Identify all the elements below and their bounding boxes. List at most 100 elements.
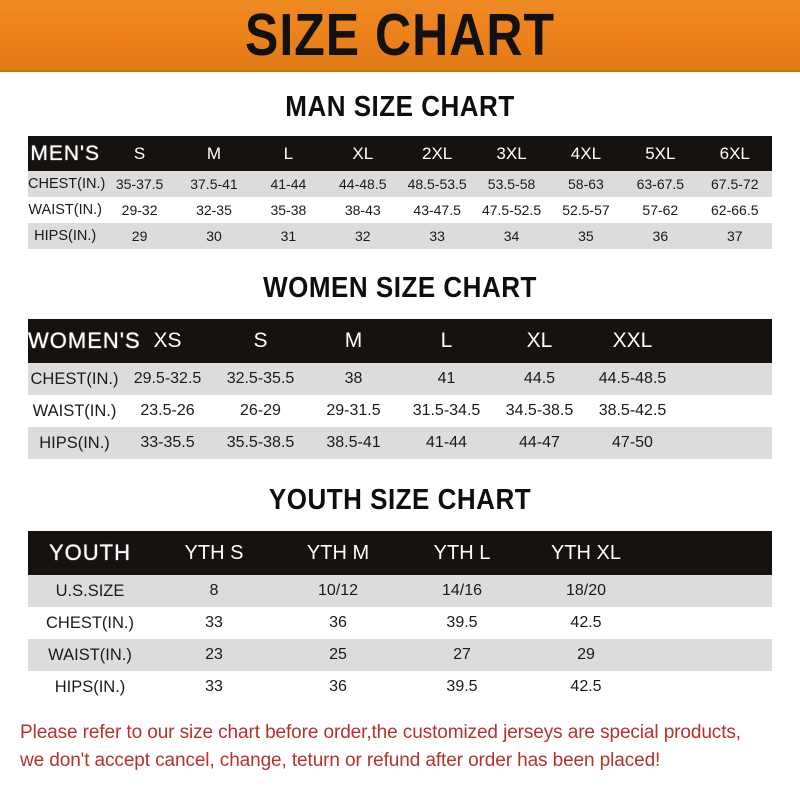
youth-chest-blank <box>648 607 772 639</box>
man-waist-5xl: 57-62 <box>642 202 679 218</box>
man-chest-6xl: 67.5-72 <box>711 176 759 192</box>
youth-hips-blank <box>648 671 772 703</box>
page-banner: SIZE CHART <box>0 0 800 72</box>
man-header-size-xl: XL <box>352 143 374 163</box>
youth-hips-xl: 42.5 <box>570 678 602 695</box>
footer-line-1: Please refer to our size chart before or… <box>20 722 741 743</box>
women-waist-l: 31.5-34.5 <box>412 402 481 419</box>
women-waist-xl: 34.5-38.5 <box>505 402 574 419</box>
man-header-label: MEN'S <box>30 141 101 165</box>
women-header-size-s: S <box>253 329 268 352</box>
youth-chart-wrap: YOUTH YTH S YTH M YTH L YTH XL U.S.SIZE … <box>28 531 772 703</box>
women-hips-l: 41-44 <box>426 434 467 451</box>
man-chest-l: 41-44 <box>270 176 307 192</box>
man-header-size-6xl: 6XL <box>719 143 750 163</box>
man-hips-5xl: 36 <box>652 228 669 244</box>
women-header-size-m: M <box>344 329 363 352</box>
women-header-size-xl: XL <box>526 329 553 352</box>
women-waist-s: 26-29 <box>240 402 281 419</box>
man-hips-s: 29 <box>131 228 148 244</box>
women-header-size-blank <box>679 319 772 363</box>
youth-header-size-s: YTH S <box>184 541 244 564</box>
women-row-label-chest: CHEST(IN.) <box>30 369 119 388</box>
man-waist-6xl: 62-66.5 <box>711 202 759 218</box>
man-row-label-hips: HIPS(IN.) <box>34 228 97 244</box>
man-hips-xl: 32 <box>354 228 371 244</box>
youth-chest-l: 39.5 <box>446 614 478 631</box>
women-hips-m: 38.5-41 <box>326 434 381 451</box>
table-row: U.S.SIZE 8 10/12 14/16 18/20 <box>28 575 772 607</box>
man-hips-4xl: 35 <box>578 228 594 244</box>
man-hips-m: 30 <box>206 228 222 244</box>
youth-row-label-hips: HIPS(IN.) <box>54 677 126 696</box>
youth-header-size-blank <box>648 531 772 575</box>
man-chest-4xl: 58-63 <box>568 176 604 192</box>
man-header-size-3xl: 3XL <box>496 143 527 163</box>
women-hips-xxl: 47-50 <box>612 434 653 451</box>
women-hips-xs: 33-35.5 <box>140 434 195 451</box>
women-waist-blank <box>679 395 772 427</box>
man-chest-xl: 44-48.5 <box>339 176 387 192</box>
women-hips-blank <box>679 427 772 459</box>
women-row-label-waist: WAIST(IN.) <box>32 401 117 420</box>
women-table-head: WOMEN'S XS S M L XL XXL <box>28 319 772 363</box>
man-chest-m: 37.5-41 <box>190 176 238 192</box>
man-table-body: CHEST(IN.) 35-37.5 37.5-41 41-44 44-48.5… <box>28 171 772 249</box>
table-row: WAIST(IN.) 23.5-26 26-29 29-31.5 31.5-34… <box>28 395 772 427</box>
youth-ussize-m: 10/12 <box>317 582 359 599</box>
women-waist-xs: 23.5-26 <box>140 402 195 419</box>
women-header-label: WOMEN'S <box>28 328 141 353</box>
man-hips-l: 31 <box>280 228 297 244</box>
footer-line-2: we don't accept cancel, change, teturn o… <box>20 749 661 771</box>
women-hips-s: 35.5-38.5 <box>226 434 295 451</box>
table-row: CHEST(IN.) 29.5-32.5 32.5-35.5 38 41 44.… <box>28 363 772 395</box>
women-chest-s: 32.5-35.5 <box>226 370 295 387</box>
man-header-row: MEN'S S M L XL 2XL 3XL 4XL 5XL 6XL <box>28 136 772 171</box>
women-size-table: WOMEN'S XS S M L XL XXL CHEST(IN.) 29.5-… <box>28 319 772 459</box>
youth-header-label: YOUTH <box>49 540 131 565</box>
youth-table-body: U.S.SIZE 8 10/12 14/16 18/20 CHEST(IN.) … <box>28 575 772 703</box>
table-row: HIPS(IN.) 33-35.5 35.5-38.5 38.5-41 41-4… <box>28 427 772 459</box>
youth-ussize-l: 14/16 <box>441 582 483 599</box>
man-row-label-waist: WAIST(IN.) <box>28 202 102 218</box>
women-row-label-hips: HIPS(IN.) <box>39 433 110 452</box>
man-waist-s: 29-32 <box>121 202 158 218</box>
man-header-size-m: M <box>206 143 222 163</box>
youth-header-size-xl: YTH XL <box>550 541 622 564</box>
women-chest-xxl: 44.5-48.5 <box>598 370 667 387</box>
women-chart-wrap: WOMEN'S XS S M L XL XXL CHEST(IN.) 29.5-… <box>28 319 772 459</box>
women-header-size-l: L <box>440 329 453 352</box>
youth-hips-s: 33 <box>205 678 223 695</box>
women-chest-xl: 44.5 <box>523 370 556 387</box>
man-waist-2xl: 43-47.5 <box>413 202 461 218</box>
table-row: CHEST(IN.) 33 36 39.5 42.5 <box>28 607 772 639</box>
man-waist-4xl: 52.5-57 <box>562 202 610 218</box>
youth-waist-blank <box>648 639 772 671</box>
table-row: HIPS(IN.) 29 30 31 32 33 34 35 36 37 <box>28 223 772 249</box>
women-header-size-xxl: XXL <box>612 329 653 352</box>
women-table-body: CHEST(IN.) 29.5-32.5 32.5-35.5 38 41 44.… <box>28 363 772 459</box>
man-chest-3xl: 53.5-58 <box>487 176 536 192</box>
women-chest-xs: 29.5-32.5 <box>133 370 202 387</box>
youth-header-size-m: YTH M <box>306 541 370 564</box>
youth-size-table: YOUTH YTH S YTH M YTH L YTH XL U.S.SIZE … <box>28 531 772 703</box>
women-chest-m: 38 <box>344 370 363 387</box>
man-chart-wrap: MEN'S S M L XL 2XL 3XL 4XL 5XL 6XL CHEST… <box>28 136 772 249</box>
youth-ussize-s: 8 <box>209 582 219 599</box>
table-row: WAIST(IN.) 23 25 27 29 <box>28 639 772 671</box>
youth-row-label-waist: WAIST(IN.) <box>48 645 132 664</box>
youth-waist-xl: 29 <box>577 646 595 663</box>
footer-disclaimer: Please refer to our size chart before or… <box>20 719 780 774</box>
man-waist-xl: 38-43 <box>344 202 381 218</box>
youth-table-head: YOUTH YTH S YTH M YTH L YTH XL <box>28 531 772 575</box>
youth-waist-m: 25 <box>329 646 347 663</box>
man-header-size-l: L <box>283 143 294 163</box>
youth-header-size-l: YTH L <box>433 541 491 564</box>
women-header-row: WOMEN'S XS S M L XL XXL <box>28 319 772 363</box>
man-header-size-2xl: 2XL <box>422 143 453 163</box>
youth-waist-s: 23 <box>205 646 223 663</box>
man-hips-6xl: 37 <box>726 228 743 244</box>
table-row: CHEST(IN.) 35-37.5 37.5-41 41-44 44-48.5… <box>28 171 772 197</box>
women-waist-m: 29-31.5 <box>326 402 381 419</box>
youth-hips-l: 39.5 <box>446 678 478 695</box>
